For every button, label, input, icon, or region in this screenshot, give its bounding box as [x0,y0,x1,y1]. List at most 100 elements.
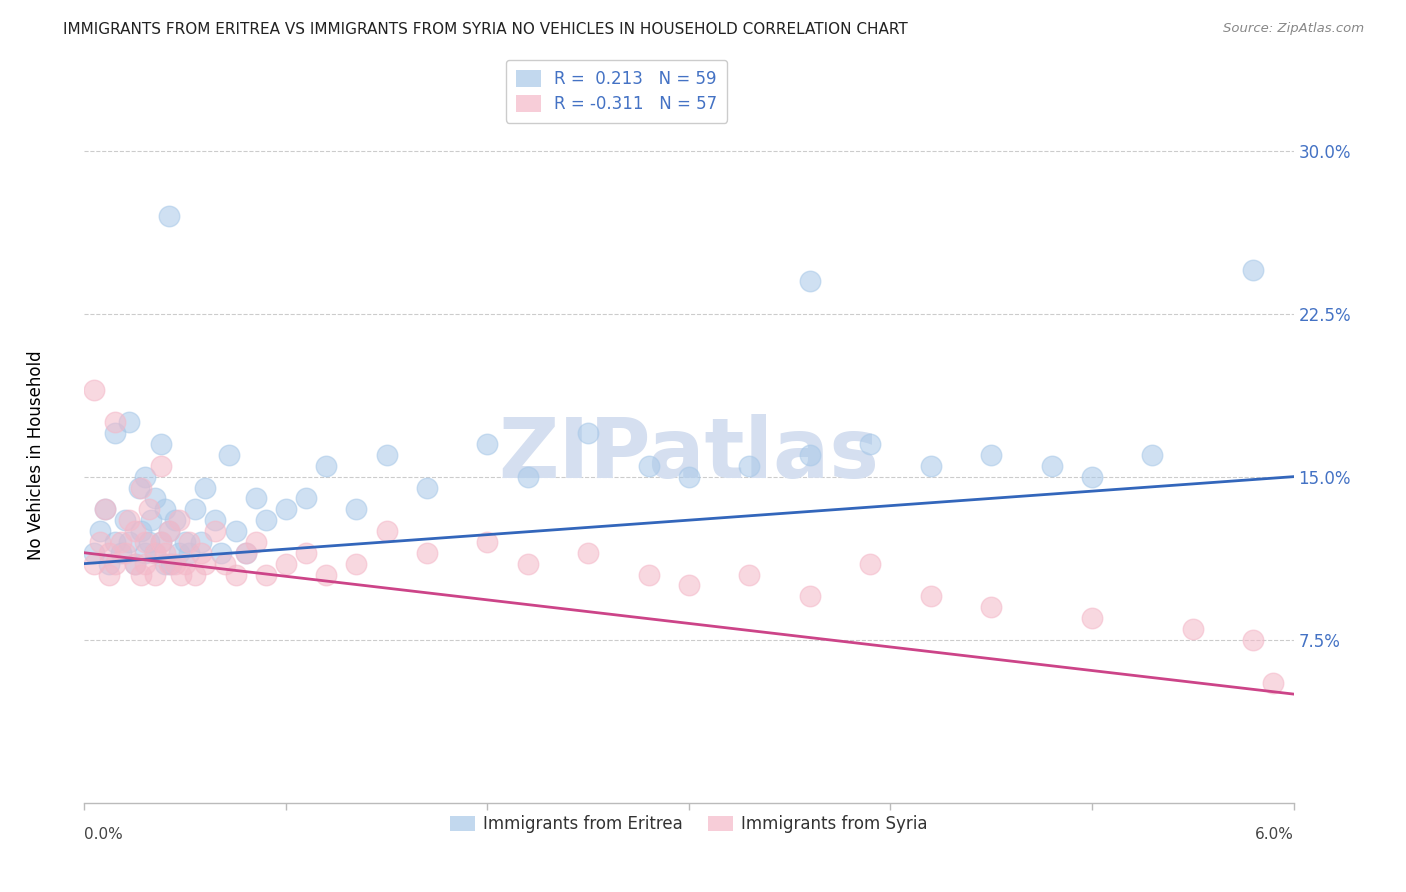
Point [274,502,297,516]
Point [174,557,197,571]
Point [678,578,700,592]
Point [110,546,132,560]
Point [245,534,267,549]
Point [128,481,150,495]
Point [143,546,166,560]
Point [637,567,659,582]
Point [83,383,105,397]
Point [1040,458,1063,473]
Point [97,557,120,571]
Point [118,415,141,429]
Point [104,534,127,549]
Point [346,557,368,571]
Point [194,481,217,495]
Point [89,524,111,538]
Point [97,567,120,582]
Point [149,437,172,451]
Point [143,491,166,506]
Point [235,546,257,560]
Point [167,513,190,527]
Point [165,513,187,527]
Point [143,546,166,560]
Point [204,524,226,538]
Point [174,534,197,549]
Point [1181,622,1204,636]
Point [920,589,942,603]
Text: 6.0%: 6.0% [1254,827,1294,842]
Point [129,481,152,495]
Point [1081,469,1104,483]
Point [143,567,166,582]
Point [134,546,156,560]
Point [149,458,172,473]
Point [190,534,212,549]
Point [576,546,599,560]
Point [157,557,180,571]
Point [129,567,152,582]
Point [129,524,152,538]
Point [799,589,821,603]
Point [274,557,297,571]
Point [83,557,105,571]
Point [859,557,882,571]
Point [124,557,146,571]
Point [194,557,217,571]
Point [114,513,136,527]
Point [160,557,183,571]
Point [104,415,127,429]
Point [209,546,232,560]
Point [157,524,180,538]
Point [799,448,821,462]
Point [1263,676,1285,690]
Point [110,534,132,549]
Point [134,534,156,549]
Text: IMMIGRANTS FROM ERITREA VS IMMIGRANTS FROM SYRIA NO VEHICLES IN HOUSEHOLD CORREL: IMMIGRANTS FROM ERITREA VS IMMIGRANTS FR… [63,22,908,37]
Point [167,546,190,560]
Text: 0.0%: 0.0% [84,827,124,842]
Point [225,567,247,582]
Point [134,469,156,483]
Point [153,502,176,516]
Point [516,469,538,483]
Point [980,600,1002,615]
Point [218,448,240,462]
Point [799,274,821,288]
Point [980,448,1002,462]
Point [139,513,162,527]
Point [1241,632,1264,647]
Point [157,524,180,538]
Point [153,546,176,560]
Point [118,513,141,527]
Point [97,546,120,560]
Point [124,557,146,571]
Text: ZIPatlas: ZIPatlas [499,415,879,495]
Point [165,557,187,571]
Point [295,491,318,506]
Point [416,481,439,495]
Point [114,546,136,560]
Point [254,567,277,582]
Point [516,557,538,571]
Point [124,524,146,538]
Point [93,502,115,516]
Point [153,557,176,571]
Point [157,209,180,223]
Point [134,557,156,571]
Point [1241,263,1264,277]
Point [138,534,160,549]
Point [170,567,193,582]
Point [190,546,212,560]
Point [104,426,127,441]
Point [254,513,277,527]
Text: Source: ZipAtlas.com: Source: ZipAtlas.com [1223,22,1364,36]
Point [83,546,105,560]
Text: No Vehicles in Household: No Vehicles in Household [27,350,45,560]
Point [245,491,267,506]
Legend: Immigrants from Eritrea, Immigrants from Syria: Immigrants from Eritrea, Immigrants from… [443,808,935,839]
Point [637,458,659,473]
Point [235,546,257,560]
Point [179,546,201,560]
Point [184,502,207,516]
Point [678,469,700,483]
Point [315,567,337,582]
